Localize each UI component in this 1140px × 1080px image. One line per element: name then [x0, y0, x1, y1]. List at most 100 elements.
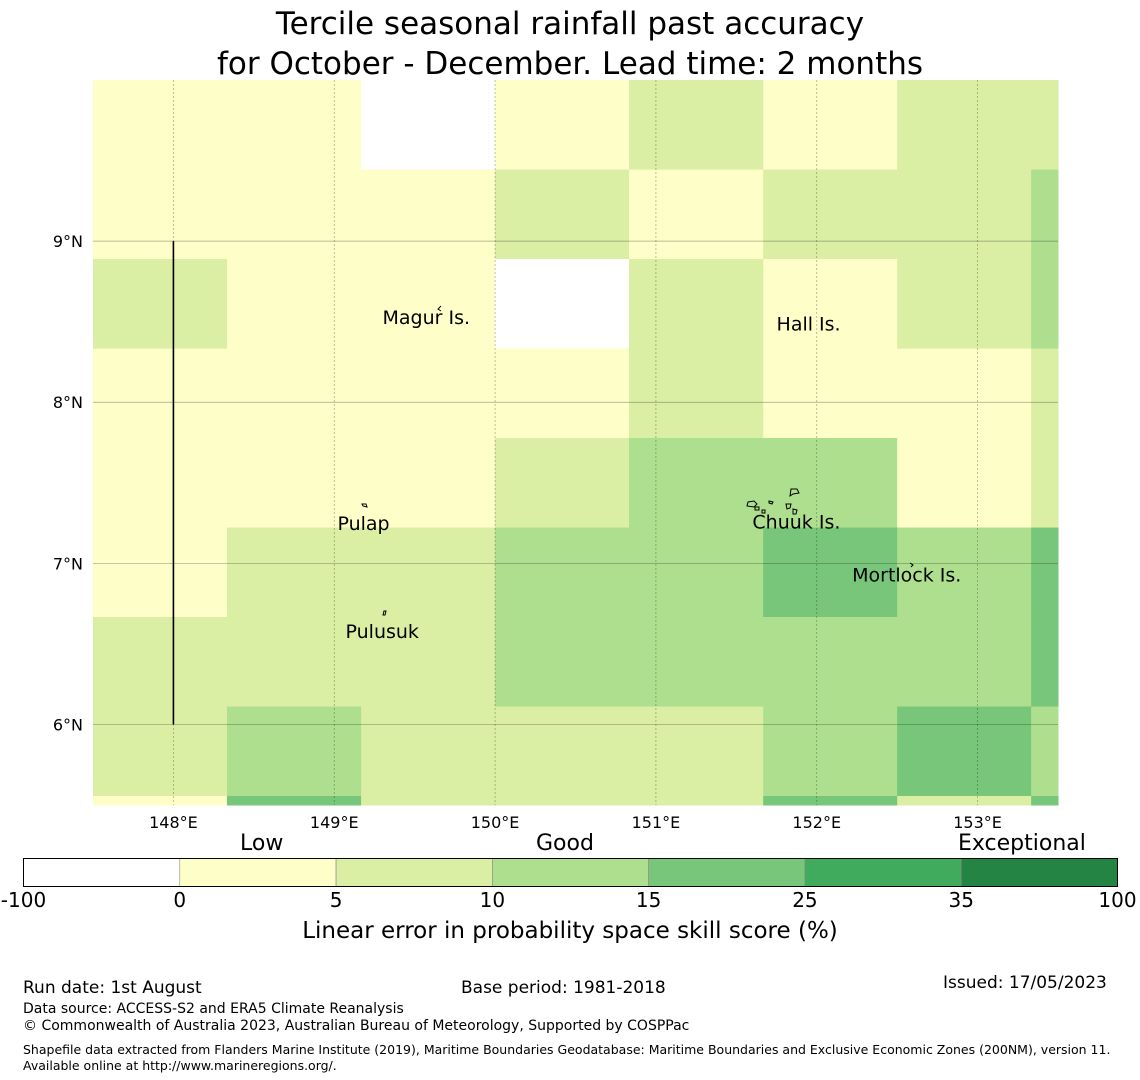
grid-cell: [763, 616, 898, 708]
grid-cell: [763, 258, 898, 350]
grid-cell: [93, 348, 228, 439]
grid-cell: [361, 80, 496, 171]
grid-cell: [629, 348, 764, 439]
grid-cell: [226, 527, 362, 618]
grid-cell: [763, 706, 898, 797]
data-source: Data source: ACCESS-S2 and ERA5 Climate …: [23, 1001, 404, 1017]
grid-cell: [763, 80, 898, 171]
place-labels: Magur Is. Hall Is. Pulap Chuuk Is. Mortlock …: [337, 307, 961, 643]
colorbar-category-good: Good: [536, 831, 594, 856]
island-magur-outline: [437, 305, 442, 312]
grid-cell: [226, 437, 362, 529]
grid-cell: [897, 437, 1032, 529]
grid-cell: [629, 795, 764, 806]
x-tick-label: 152°E: [792, 813, 841, 832]
grid-cell: [897, 706, 1032, 797]
place-label: Hall Is.: [777, 313, 841, 335]
base-period: Base period: 1981-2018: [461, 978, 666, 998]
issued-date: Issued: 17/05/2023: [943, 973, 1107, 993]
place-label: Magur Is.: [383, 307, 471, 329]
colorbar-bin: [804, 858, 962, 887]
grid-cell: [1031, 348, 1059, 439]
colorbar-title: Linear error in probability space skill …: [302, 918, 838, 944]
grid-cell: [897, 527, 1032, 618]
colorbar-bin: [960, 858, 1118, 887]
grid-cell: [1031, 706, 1059, 797]
grid-cell: [93, 169, 228, 260]
grid-cell: [93, 706, 228, 797]
run-date: Run date: 1st August: [23, 978, 202, 998]
colorbar-frame: [23, 858, 1118, 887]
grid-cell: [629, 258, 764, 350]
islands: [361, 305, 914, 616]
colorbar-tick-label: 5: [329, 888, 343, 912]
grid-cell: [226, 795, 362, 806]
place-label: Pulusuk: [346, 621, 419, 643]
grid-cell: [93, 258, 228, 350]
grid-cell: [361, 348, 496, 439]
map-title-line-1: Tercile seasonal rainfall past accuracy: [275, 6, 865, 42]
y-tick-label: 7°N: [53, 554, 83, 573]
grid-cell: [495, 348, 630, 439]
colorbar-tick-label: -100: [0, 888, 47, 912]
x-tick-label: 150°E: [471, 813, 520, 832]
colorbar-category-exceptional: Exceptional: [958, 831, 1086, 856]
x-tick-label: 151°E: [632, 813, 681, 832]
grid-cell: [93, 527, 228, 618]
grid-cell: [1031, 795, 1059, 806]
x-tick-label: 153°E: [953, 813, 1002, 832]
grid-cell: [1031, 258, 1059, 350]
grid-cell: [361, 527, 496, 618]
grid-cell: [763, 795, 898, 806]
place-label: Chuuk Is.: [752, 511, 840, 533]
grid-cells: [93, 80, 1059, 806]
grid-cell: [495, 795, 630, 806]
place-label: Mortlock Is.: [852, 565, 961, 587]
colorbar-bin: [179, 858, 337, 887]
grid-cell: [897, 258, 1032, 350]
colorbar-tick-label: 35: [948, 888, 974, 912]
x-tick-label: 149°E: [310, 813, 359, 832]
grid-cell: [1031, 527, 1059, 618]
grid-cell: [897, 169, 1032, 260]
grid-cell: [629, 80, 764, 171]
x-tick-label: 148°E: [149, 813, 198, 832]
colorbar-tick-label: 0: [173, 888, 187, 912]
grid-cell: [361, 437, 496, 529]
colorbar: [23, 858, 1118, 887]
grid-cell: [226, 706, 362, 797]
x-axis-ticks: 148°E 149°E 150°E 151°E 152°E 153°E: [149, 813, 1002, 832]
grid-cell: [226, 348, 362, 439]
grid-cell: [763, 437, 898, 529]
grid-cell: [495, 80, 630, 171]
colorbar-tick-label: 10: [479, 888, 506, 912]
grid-cell: [226, 616, 362, 708]
grid-cell: [495, 706, 630, 797]
grid-cell: [1031, 616, 1059, 708]
colorbar-bin: [335, 858, 493, 887]
shapefile-credit: Shapefile data extracted from Flanders M…: [23, 1042, 1111, 1073]
grid-cell: [361, 795, 496, 806]
y-tick-label: 6°N: [53, 715, 83, 734]
grid-cell: [495, 258, 630, 350]
colorbar-tick-label: 100: [1098, 888, 1137, 912]
grid-cell: [361, 169, 496, 260]
grid-cell: [629, 616, 764, 708]
grid-cell: [361, 706, 496, 797]
island-pulap-outline: [361, 503, 368, 508]
grid-cell: [495, 527, 630, 618]
grid-cell: [93, 437, 228, 529]
grid-cell: [629, 437, 764, 529]
colorbar-tick-label: 15: [635, 888, 662, 912]
grid-cell: [897, 80, 1032, 171]
grid-cell: [93, 795, 228, 806]
colorbar-bin: [648, 858, 806, 887]
grid-cell: [897, 348, 1032, 439]
grid-cell: [361, 258, 496, 350]
grid-cell: [495, 616, 630, 708]
island-chuuk-outline: [746, 488, 800, 515]
grid-cell: [226, 258, 362, 350]
grid-cell: [629, 527, 764, 618]
island-pulusuk-outline: [382, 610, 387, 616]
grid-cell: [763, 527, 898, 618]
